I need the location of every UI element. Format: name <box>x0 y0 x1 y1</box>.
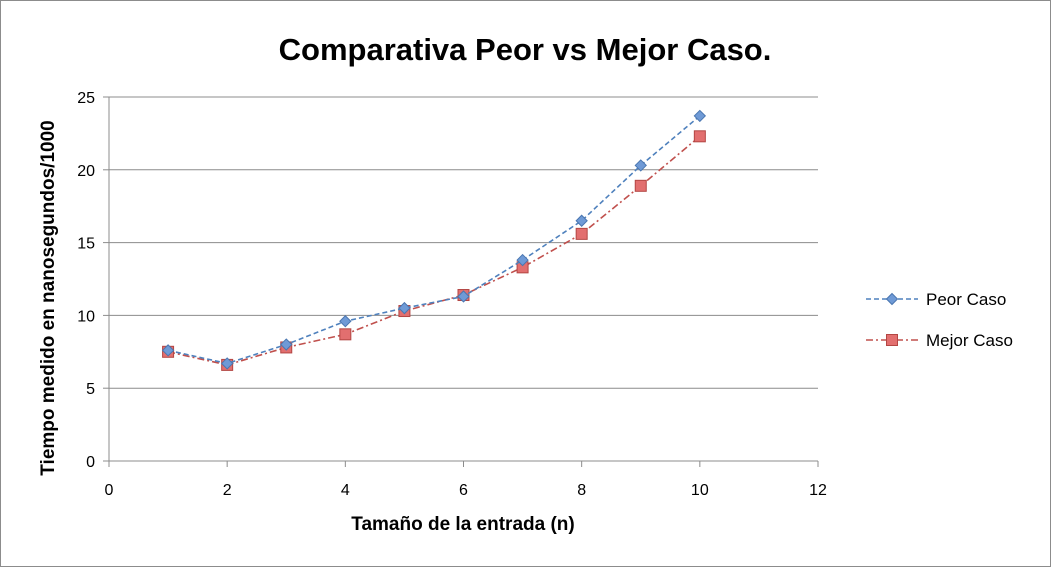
series-layer <box>161 109 707 371</box>
series-peor-caso <box>161 109 707 370</box>
y-tick-label: 10 <box>77 308 95 325</box>
axes <box>103 96 819 467</box>
x-tick-label: 6 <box>459 482 468 499</box>
y-tick-label: 20 <box>77 163 95 180</box>
data-point <box>398 301 411 315</box>
data-point <box>634 159 647 172</box>
legend-square-marker <box>886 334 898 346</box>
data-point <box>339 315 352 328</box>
series-line <box>167 115 701 365</box>
series-line <box>167 135 701 366</box>
y-tick-label: 5 <box>86 381 95 398</box>
data-point <box>634 179 647 192</box>
data-point <box>457 290 470 303</box>
data-point <box>575 214 588 227</box>
x-tick-labels: 0 2 4 6 8 10 12 <box>105 482 827 499</box>
y-axis-label: Tiempo medido en nanosegundos/1000 <box>38 120 59 475</box>
x-tick-label: 4 <box>341 482 350 499</box>
x-tick-label: 10 <box>691 482 709 499</box>
data-point <box>161 344 175 357</box>
y-tick-label: 0 <box>86 454 95 471</box>
data-point <box>516 253 529 267</box>
data-point <box>220 357 234 370</box>
data-point <box>280 338 293 351</box>
y-tick-label: 15 <box>77 236 95 253</box>
legend-label: Peor Caso <box>926 290 1006 309</box>
legend-diamond-marker <box>885 292 899 306</box>
y-tick-label: 25 <box>77 90 95 107</box>
x-tick-label: 2 <box>223 482 232 499</box>
legend: Peor Caso Mejor Caso <box>866 290 1013 350</box>
y-tick-labels: 0 5 10 15 20 25 <box>77 90 95 471</box>
data-point <box>693 109 707 123</box>
chart-title: Comparativa Peor vs Mejor Caso. <box>279 32 772 67</box>
legend-entry: Peor Caso <box>866 290 1006 309</box>
legend-label: Mejor Caso <box>926 331 1013 350</box>
data-point <box>693 130 706 143</box>
x-axis-label: Tamaño de la entrada (n) <box>351 514 574 535</box>
x-tick-label: 8 <box>577 482 586 499</box>
x-tick-label: 0 <box>105 482 114 499</box>
data-point <box>575 227 588 240</box>
legend-entry: Mejor Caso <box>866 331 1013 350</box>
data-point <box>339 328 352 341</box>
gridlines <box>109 96 818 389</box>
series-mejor-caso <box>162 130 706 371</box>
x-tick-label: 12 <box>809 482 827 499</box>
